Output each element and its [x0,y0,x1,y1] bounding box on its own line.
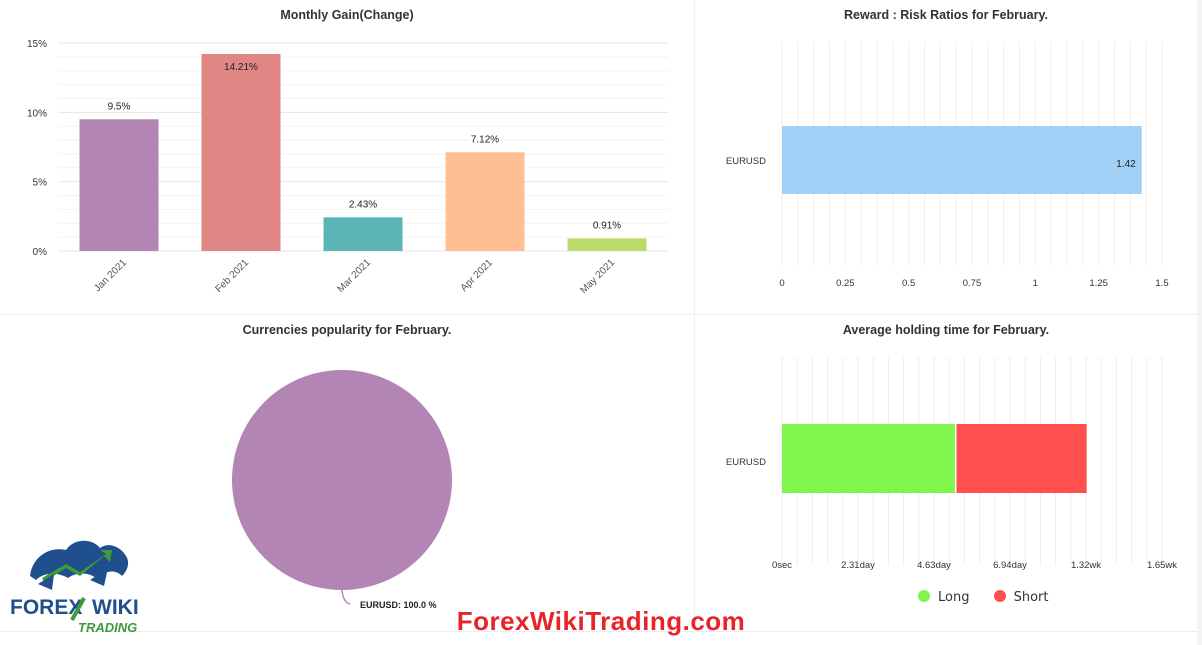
x-tick-label: 0sec [772,560,792,571]
bull-bear-icon [30,540,129,590]
currencies-panel: Currencies popularity for February. EURU… [0,315,695,632]
x-tick-label: Apr 2021 [459,257,496,294]
page-edge [1197,0,1202,645]
y-tick-label: 5% [33,178,48,189]
y-tick-label: 15% [27,39,47,50]
x-tick-label: Mar 2021 [335,257,373,295]
legend-short[interactable]: Short [993,590,1049,605]
x-tick-label: 6.94day [993,560,1027,571]
x-tick-label: 1 [1033,278,1038,289]
x-tick-label: 1.32wk [1071,560,1101,571]
x-tick-label: 1.65wk [1147,560,1177,571]
legend-long-swatch [918,590,930,602]
bar-data-label: 14.21% [224,62,258,73]
monthly-gain-chart: 0% 5% 10% 15% 9.5% Jan 2021 14.21% Feb 2021 2.43… [27,39,668,296]
bar-data-label: 2.43% [349,199,377,210]
bar-short [955,424,1087,493]
legend-short-label: Short [1013,590,1049,605]
currencies-pie-chart: EURUSD: 100.0 % [232,370,452,610]
x-tick-label: May 2021 [578,257,617,296]
currencies-title: Currencies popularity for February. [242,323,452,337]
y-tick-label: 10% [27,108,47,119]
bar [567,238,647,251]
logo-word-trading: TRADING [78,620,137,635]
bar [445,152,525,251]
x-tick-label: 2.31day [841,560,875,571]
x-tick-label: 0.25 [836,278,855,289]
x-tick-label: Feb 2021 [213,257,251,295]
legend-long-label: Long [938,590,970,605]
y-tick-label: EURUSD [726,457,766,468]
x-tick-label: 4.63day [917,560,951,571]
monthly-gain-panel: Monthly Gain(Change) 0% 5% 10% 15% 9.5% Jan 2… [0,0,695,315]
holding-time-chart: 0sec 2.31day 4.63day 6.94day 1.32wk 1.65wk EUR… [726,357,1177,571]
x-tick-label: 1.25 [1089,278,1108,289]
bar-data-label: 1.42 [1116,159,1136,170]
legend-long[interactable]: Long [918,590,969,605]
bar [79,119,159,252]
bar-long [782,424,956,493]
bar-data-label: 0.91% [593,220,621,231]
holding-time-panel: Average holding time for February. 0sec 2… [695,315,1197,632]
watermark-text: ForexWikiTrading.com [456,606,746,636]
bar [782,126,1142,194]
legend-short-swatch [993,590,1006,602]
holding-time-legend: Long Short [918,590,1069,605]
pie-slice [232,370,452,590]
holding-time-title: Average holding time for February. [842,323,1050,337]
x-tick-label: 1.5 [1155,278,1168,289]
logo-word-forex: FOREX [10,596,82,619]
reward-risk-title: Reward : Risk Ratios for February. [844,8,1048,22]
monthly-gain-title: Monthly Gain(Change) [280,8,414,22]
bar [323,217,403,251]
bar-data-label: 7.12% [471,134,499,145]
logo-word-wiki: WIKI [92,596,139,619]
x-tick-label: Jan 2021 [92,257,129,294]
x-tick-label: 0.5 [902,278,915,289]
bar [201,53,281,251]
forex-wiki-logo: FOREX WIKI TRADING [10,540,139,635]
reward-risk-panel: Reward : Risk Ratios for February. 0 0.25… [695,0,1197,315]
y-tick-label: 0% [33,247,48,258]
reward-risk-chart: 0 0.25 0.5 0.75 1 1.25 1.5 1.42 EURUSD [726,42,1169,289]
pie-slice-label: EURUSD: 100.0 % [360,600,437,610]
pie-leader-line [341,589,351,605]
x-tick-label: 0.75 [963,278,982,289]
x-tick-label: 0 [779,278,784,289]
bar-data-label: 9.5% [108,101,131,112]
y-tick-label: EURUSD [726,156,766,167]
